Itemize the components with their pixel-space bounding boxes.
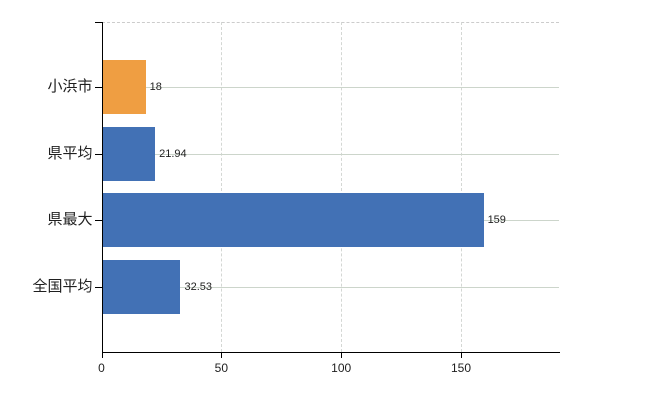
category-label: 全国平均 [32, 278, 93, 296]
x-axis-tick [221, 352, 223, 358]
x-axis-tick [341, 352, 343, 358]
gridline-vertical [461, 22, 462, 352]
gridline-vertical [341, 22, 343, 352]
y-axis [101, 22, 103, 358]
bar [102, 193, 484, 248]
gridline-horizontal [102, 287, 559, 289]
category-label: 小浜市 [47, 78, 93, 95]
bar [102, 260, 181, 315]
gridline-vertical [221, 22, 223, 352]
bar-value-label: 21.94 [159, 147, 187, 160]
x-tick-label: 100 [331, 361, 352, 375]
y-axis-tick [94, 153, 102, 155]
plot-top-border [101, 22, 559, 23]
bar [102, 60, 146, 114]
gridline-horizontal [102, 153, 559, 155]
x-axis [101, 352, 560, 353]
gridline-horizontal [102, 87, 559, 88]
x-axis-tick [461, 352, 462, 358]
x-tick-label: 50 [214, 361, 229, 375]
bar [102, 126, 156, 181]
bar-value-label: 18 [149, 81, 162, 93]
x-tick-label: 150 [450, 361, 472, 375]
x-tick-label: 0 [98, 361, 105, 375]
y-axis-tick [94, 287, 102, 289]
bar-value-label: 159 [487, 214, 506, 227]
y-axis-tick [94, 87, 102, 88]
category-label: 県平均 [47, 144, 93, 162]
y-axis-tick [94, 220, 102, 222]
bar-value-label: 32.53 [184, 281, 212, 294]
category-label: 県最大 [47, 211, 93, 229]
y-axis-top-tick [94, 22, 102, 23]
